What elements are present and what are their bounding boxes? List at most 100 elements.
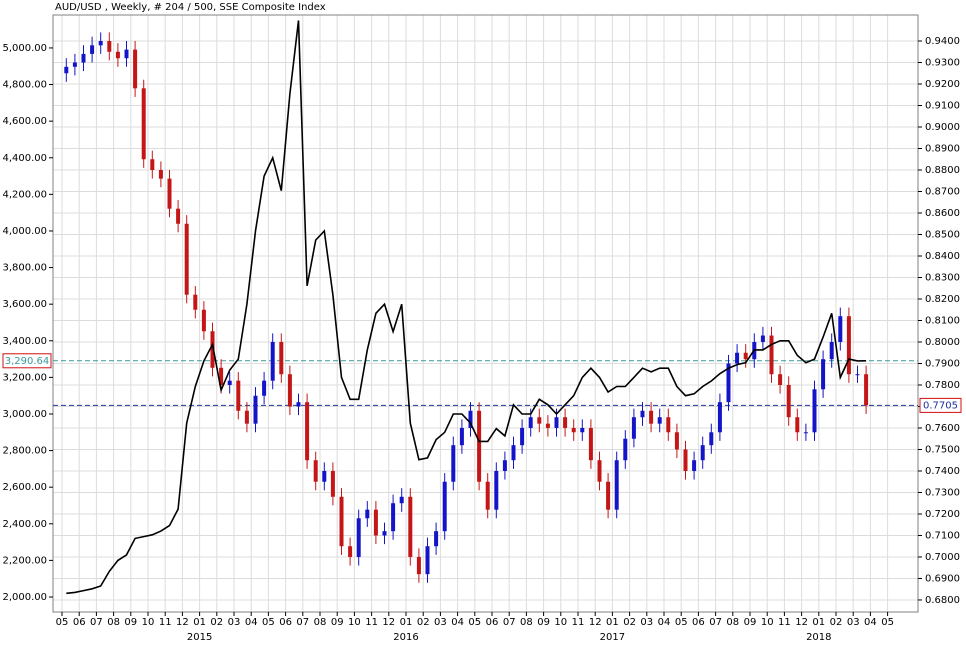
candle-body [81, 53, 86, 63]
candle-body [459, 427, 464, 446]
x-tick-label: 10 [554, 617, 567, 628]
candle-body [322, 470, 327, 482]
x-tick-label: 12 [382, 617, 395, 628]
x-tick-label: 12 [176, 617, 189, 628]
candle-body [425, 546, 430, 575]
candle-body [72, 62, 77, 67]
x-tick-label: 07 [709, 617, 722, 628]
candle-body [107, 41, 112, 52]
x-tick-label: 10 [142, 617, 155, 628]
candle-body [803, 432, 808, 434]
candle-body [571, 427, 576, 433]
candle-body [778, 374, 783, 385]
candle-body [124, 49, 129, 59]
candle-body [98, 41, 103, 46]
x-tick-label: 04 [245, 617, 258, 628]
y2-tick-label: 0.8600 [925, 208, 960, 219]
candle-body [554, 417, 559, 428]
y2-tick-label: 0.7500 [925, 444, 960, 455]
x-tick-label: 12 [795, 617, 808, 628]
x-tick-label: 02 [417, 617, 430, 628]
candle-body [855, 374, 860, 376]
x-tick-label: 01 [606, 617, 619, 628]
x-tick-label: 05 [675, 617, 688, 628]
candle-body [494, 470, 499, 510]
candle-body [279, 341, 284, 375]
y2-tick-label: 0.8000 [925, 337, 960, 348]
y2-tick-label: 0.7300 [925, 487, 960, 498]
candle-body [184, 223, 189, 295]
y-tick-label: 3,000.00 [2, 409, 47, 420]
candle-body [150, 159, 155, 171]
y-tick-label: 3,800.00 [2, 263, 47, 274]
candle-body [743, 352, 748, 360]
x-tick-label: 08 [107, 617, 120, 628]
candle-body [141, 88, 146, 160]
y2-tick-label: 0.9400 [925, 36, 960, 47]
candle-body [674, 432, 679, 450]
x-tick-label: 11 [365, 617, 378, 628]
candle-body [709, 432, 714, 446]
candle-body [296, 402, 301, 407]
x-tick-label: 05 [262, 617, 275, 628]
x-tick-label: 06 [279, 617, 292, 628]
candle-body [735, 352, 740, 364]
y2-tick-label: 0.8100 [925, 315, 960, 326]
candle-body [588, 427, 593, 461]
candle-body [769, 335, 774, 375]
x-tick-label: 01 [812, 617, 825, 628]
y-tick-label: 4,600.00 [2, 116, 47, 127]
candle-body [485, 481, 490, 510]
candle-body [176, 208, 181, 224]
y2-tick-label: 0.8300 [925, 272, 960, 283]
price-label: 0.7705 [923, 400, 958, 411]
x-tick-label: 05 [56, 617, 69, 628]
x-tick-label: 02 [830, 617, 843, 628]
price-label: 3,290.64 [5, 356, 50, 367]
plot-frame [52, 14, 919, 613]
candle-body [477, 410, 482, 482]
candle-body [451, 445, 456, 482]
y2-tick-label: 0.9200 [925, 79, 960, 90]
candle-body [236, 380, 241, 411]
y-tick-label: 2,200.00 [2, 555, 47, 566]
y2-tick-label: 0.7200 [925, 509, 960, 520]
y-tick-label: 4,200.00 [2, 189, 47, 200]
candle-body [864, 374, 869, 406]
y-tick-label: 3,200.00 [2, 372, 47, 383]
candle-body [606, 481, 611, 510]
y2-tick-label: 0.8400 [925, 251, 960, 262]
x-tick-label: 12 [589, 617, 602, 628]
candle-body [373, 509, 378, 536]
candle-body [545, 423, 550, 428]
candle-body [580, 427, 585, 433]
candle-body [330, 470, 335, 497]
candle-body [382, 531, 387, 536]
year-label: 2017 [600, 632, 625, 643]
candle-body [391, 503, 396, 532]
candle-body [262, 380, 267, 396]
y-tick-label: 3,600.00 [2, 299, 47, 310]
candle-body [623, 438, 628, 461]
y-tick-label: 4,000.00 [2, 226, 47, 237]
candle-body [348, 546, 353, 557]
candle-body [64, 66, 69, 74]
y2-tick-label: 0.8500 [925, 229, 960, 240]
x-tick-label: 03 [228, 617, 241, 628]
candle-body [115, 51, 120, 59]
year-label: 2018 [806, 632, 831, 643]
candle-body [305, 402, 310, 461]
y2-tick-label: 0.8800 [925, 165, 960, 176]
x-tick-label: 10 [761, 617, 774, 628]
x-tick-label: 02 [623, 617, 636, 628]
x-tick-label: 09 [744, 617, 757, 628]
x-tick-label: 06 [486, 617, 499, 628]
candle-body [528, 417, 533, 428]
y-tick-label: 2,800.00 [2, 446, 47, 457]
line-series [66, 20, 867, 595]
y-tick-label: 5,000.00 [2, 43, 47, 54]
candle-body [511, 445, 516, 461]
candle-body [614, 460, 619, 510]
x-tick-label: 07 [503, 617, 516, 628]
